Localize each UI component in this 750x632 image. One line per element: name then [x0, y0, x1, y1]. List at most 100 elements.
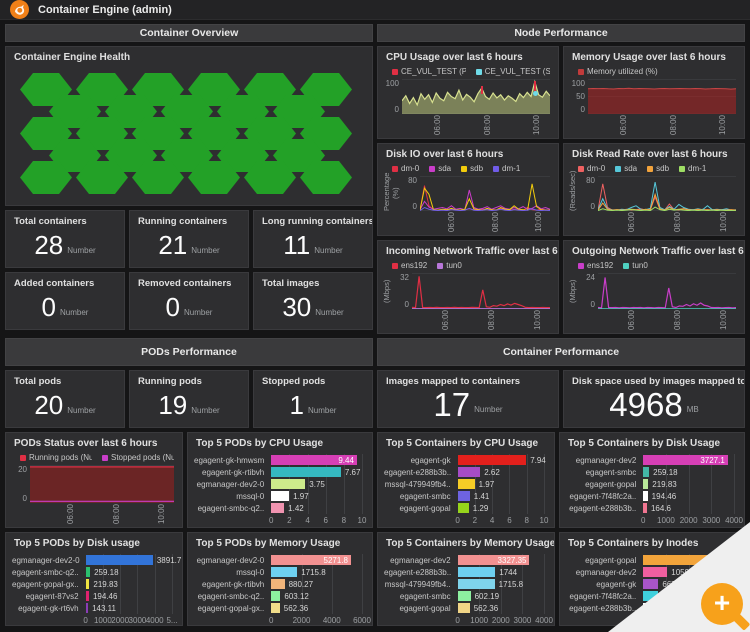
bar-row[interactable]: egagent-smbc 1.41	[384, 490, 544, 502]
legend-item[interactable]: ens192	[578, 260, 613, 271]
legend-item[interactable]: dm-0	[578, 163, 605, 174]
bar[interactable]: 3327.35	[457, 555, 530, 565]
bar[interactable]	[271, 579, 285, 589]
stat-panel[interactable]: Stopped pods 1 Number	[253, 370, 373, 428]
bar-row[interactable]: egagent-gk-rtibvh 880.27	[194, 578, 362, 590]
bar-row[interactable]: egagent-gopal 1.29	[384, 502, 544, 514]
bar-row[interactable]: mssql-0 1.97	[194, 490, 362, 502]
bar[interactable]	[85, 555, 153, 565]
stat-panel[interactable]: Images mapped to containers 17 Number	[377, 370, 559, 428]
health-hexagon[interactable]	[188, 161, 240, 194]
bar-row[interactable]: egagent-e288b3b.. 2.62	[384, 466, 544, 478]
legend-item[interactable]: Stopped pods (Number)	[102, 452, 174, 463]
bar[interactable]	[457, 491, 470, 501]
bar-row[interactable]: mssql-0 1715.8	[194, 566, 362, 578]
legend-item[interactable]: sda	[429, 163, 451, 174]
plot-area[interactable]	[30, 465, 174, 503]
panel-top5-containers-disk[interactable]: Top 5 Containers by Disk Usage egmanager-…	[559, 432, 745, 528]
bar[interactable]	[643, 591, 659, 601]
legend-item[interactable]: CE_VUL_TEST (Process...	[392, 66, 466, 77]
bar[interactable]	[271, 591, 281, 601]
panel-memory-usage[interactable]: Memory Usage over last 6 hours Memory uti…	[563, 46, 745, 139]
stat-panel[interactable]: Total pods 20 Number	[5, 370, 125, 428]
legend-item[interactable]: CE_VUL_TEST (Summar...	[475, 66, 550, 77]
stat-panel[interactable]: Running pods 19 Number	[129, 370, 249, 428]
bar-row[interactable]: egagent-87vs2 194.46	[12, 590, 172, 602]
panel-top5-pods-memory[interactable]: Top 5 PODs by Memory Usage egmanager-dev2…	[187, 532, 373, 626]
bar[interactable]	[271, 603, 280, 613]
bar[interactable]	[643, 567, 668, 577]
stat-panel[interactable]: Total containers 28 Number	[5, 210, 125, 268]
legend-item[interactable]: tun0	[437, 260, 462, 271]
bar[interactable]	[457, 455, 527, 465]
plot-area[interactable]	[420, 176, 550, 211]
bar-row[interactable]: egagent-gk-rtibvh 7.67	[194, 466, 362, 478]
bar[interactable]: 3727.1	[643, 455, 728, 465]
legend-item[interactable]: sdb	[461, 163, 483, 174]
bar[interactable]: 5271.8	[271, 555, 351, 565]
grafana-logo-icon[interactable]	[10, 0, 29, 19]
bar-row[interactable]: egagent-e288b3b.. 1744	[384, 566, 544, 578]
legend-item[interactable]: dm-1	[679, 163, 706, 174]
bar-row[interactable]: egagent-e288b3b.. 164.6	[566, 502, 734, 514]
plot-area[interactable]	[588, 79, 736, 114]
panel-incoming-network-traffic[interactable]: Incoming Network Traffic over last 6 hou…	[377, 240, 559, 334]
bar[interactable]	[85, 603, 89, 613]
panel-pods-status[interactable]: PODs Status over last 6 hours Running pod…	[5, 432, 183, 528]
section-header-container-overview[interactable]: Container Overview	[5, 24, 373, 42]
legend-item[interactable]: tun0	[623, 260, 648, 271]
bar-row[interactable]: egmanager-dev2-0 3891.7	[12, 554, 181, 566]
panel-container-engine-health[interactable]: Container Engine Health	[5, 46, 373, 206]
bar-row[interactable]: egmanager-dev2 3727.1	[566, 454, 734, 466]
bar[interactable]	[457, 479, 475, 489]
bar[interactable]	[643, 579, 659, 589]
bar[interactable]	[271, 467, 341, 477]
legend-item[interactable]: ens192	[392, 260, 427, 271]
bar-row[interactable]: egagent-gopal 219.83	[566, 478, 734, 490]
health-hexagon[interactable]	[132, 161, 184, 194]
legend-item[interactable]: dm-0	[392, 163, 419, 174]
bar[interactable]	[457, 591, 471, 601]
section-header-pods-performance[interactable]: PODs Performance	[5, 338, 373, 366]
stat-panel[interactable]: Removed containers 0 Number	[129, 272, 249, 330]
plot-area[interactable]	[598, 176, 736, 211]
bar-row[interactable]: egagent-smbc-q2.. 1.42	[194, 502, 362, 514]
bar[interactable]: 9.44	[271, 455, 357, 465]
panel-disk-read-rate[interactable]: Disk Read Rate over last 6 hours dm-0 sda s…	[563, 143, 745, 236]
zoom-in-button[interactable]: +	[701, 583, 750, 631]
bar-row[interactable]: egmanager-dev2-0 3.75	[194, 478, 362, 490]
bar-row[interactable]: egagent-gopal 562.36	[384, 602, 544, 614]
bar[interactable]	[271, 503, 285, 513]
panel-cpu-usage[interactable]: CPU Usage over last 6 hours CE_VUL_TEST (…	[377, 46, 559, 139]
legend-item[interactable]: dm-1	[493, 163, 520, 174]
panel-top5-containers-memory[interactable]: Top 5 Containers by Memory Usage egmanage…	[377, 532, 555, 626]
panel-disk-io[interactable]: Disk IO over last 6 hours dm-0 sda sdb dm-1 P…	[377, 143, 559, 236]
bar-row[interactable]: egagent-smbc 602.19	[384, 590, 544, 602]
legend-item[interactable]: sdb	[647, 163, 669, 174]
bar[interactable]	[643, 479, 649, 489]
bar-row[interactable]: egagent-gopal-gx.. 562.36	[194, 602, 362, 614]
stat-panel[interactable]: Disk space used by images mapped to cont…	[563, 370, 745, 428]
bar-row[interactable]: egmanager-dev2-0 5271.8	[194, 554, 362, 566]
bar-row[interactable]: egagent-gk-hmwsm 9.44	[194, 454, 362, 466]
legend-item[interactable]: Memory utilized (%)	[578, 66, 658, 77]
bar[interactable]	[457, 503, 469, 513]
bar[interactable]	[457, 467, 481, 477]
bar-row[interactable]: mssql-479949fb4.. 1.97	[384, 478, 544, 490]
plot-area[interactable]	[402, 79, 550, 114]
bar[interactable]	[85, 579, 90, 589]
bar-row[interactable]: mssql-479949fb4.. 1715.8	[384, 578, 544, 590]
legend-item[interactable]: Running pods (Number)	[20, 452, 92, 463]
stat-panel[interactable]: Long running containers 11 Number	[253, 210, 373, 268]
bar[interactable]	[457, 579, 495, 589]
plot-area[interactable]	[598, 273, 736, 309]
bar[interactable]	[643, 555, 719, 565]
stat-panel[interactable]: Added containers 0 Number	[5, 272, 125, 330]
panel-top5-pods-disk[interactable]: Top 5 PODs by Disk usage egmanager-dev2-0…	[5, 532, 183, 626]
panel-top5-containers-cpu[interactable]: Top 5 Containers by CPU Usage egagent-gk 7…	[377, 432, 555, 528]
bar[interactable]	[643, 491, 648, 501]
bar[interactable]	[271, 479, 306, 489]
bar-row[interactable]: egagent-gk 7.94	[384, 454, 546, 466]
bar[interactable]	[85, 567, 91, 577]
bar[interactable]	[85, 591, 89, 601]
